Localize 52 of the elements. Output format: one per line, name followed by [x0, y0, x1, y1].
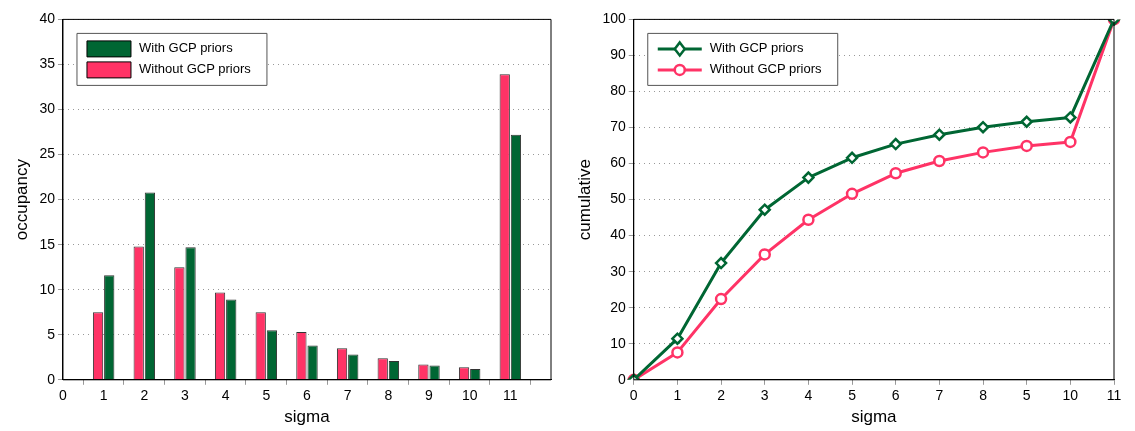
y-tick-label: 0	[47, 370, 56, 387]
x-tick-label: 0	[629, 387, 638, 404]
x-tick-label: 11	[503, 387, 518, 404]
y-tick-label: 60	[610, 154, 626, 171]
y-tick-label: 20	[39, 190, 56, 207]
x-tick-label: 0	[59, 387, 68, 404]
y-tick-label: 0	[617, 370, 626, 387]
x-tick-label: 3	[760, 387, 769, 404]
legend-label: With GCP priors	[138, 40, 234, 56]
y-tick-label: 90	[610, 46, 626, 63]
y-tick-label: 5	[47, 325, 56, 342]
x-tick-label: 2	[717, 387, 726, 404]
y-tick-label: 15	[39, 235, 56, 252]
y-tick-label: 100	[602, 10, 626, 27]
legend-label: With GCP priors	[709, 40, 804, 56]
x-tick-label: 2	[140, 387, 149, 404]
x-tick-label: 4	[221, 387, 230, 404]
y-tick-label: 10	[39, 280, 56, 297]
x-tick-label: 9	[425, 387, 434, 404]
x-tick-label: 7	[935, 387, 944, 404]
y-tick-label: 80	[610, 82, 626, 99]
legend-label: Without GCP priors	[709, 61, 822, 77]
x-tick-label: 1	[99, 387, 108, 404]
legend-label: Without GCP priors	[138, 61, 252, 77]
y-tick-label: 25	[39, 145, 56, 162]
y-tick-label: 50	[610, 190, 626, 207]
x-axis-title: sigma	[851, 407, 898, 427]
y-tick-label: 10	[610, 334, 626, 351]
x-tick-label: 8	[384, 387, 393, 404]
x-tick-label: 10	[1062, 387, 1079, 404]
y-tick-label: 70	[610, 118, 626, 135]
y-axis-title: cumulative	[574, 158, 594, 241]
y-tick-label: 30	[610, 262, 626, 279]
y-axis-title: occupancy	[11, 158, 31, 241]
x-tick-label: 5	[1022, 387, 1031, 404]
x-tick-label: 3	[181, 387, 190, 404]
x-axis-title: sigma	[284, 407, 331, 427]
y-tick-label: 30	[39, 100, 56, 117]
x-tick-label: 5	[848, 387, 857, 404]
x-tick-label: 10	[461, 387, 478, 404]
y-tick-label: 35	[39, 55, 56, 72]
x-tick-label: 1	[673, 387, 682, 404]
x-tick-label: 5	[262, 387, 271, 404]
y-tick-label: 40	[39, 10, 56, 27]
y-tick-label: 20	[610, 298, 626, 315]
x-tick-label: 6	[303, 387, 312, 404]
x-tick-label: 7	[343, 387, 352, 404]
x-tick-label: 11	[1106, 387, 1122, 404]
y-tick-label: 40	[610, 226, 626, 243]
x-tick-label: 8	[979, 387, 988, 404]
x-tick-label: 6	[891, 387, 900, 404]
x-tick-label: 4	[804, 387, 813, 404]
